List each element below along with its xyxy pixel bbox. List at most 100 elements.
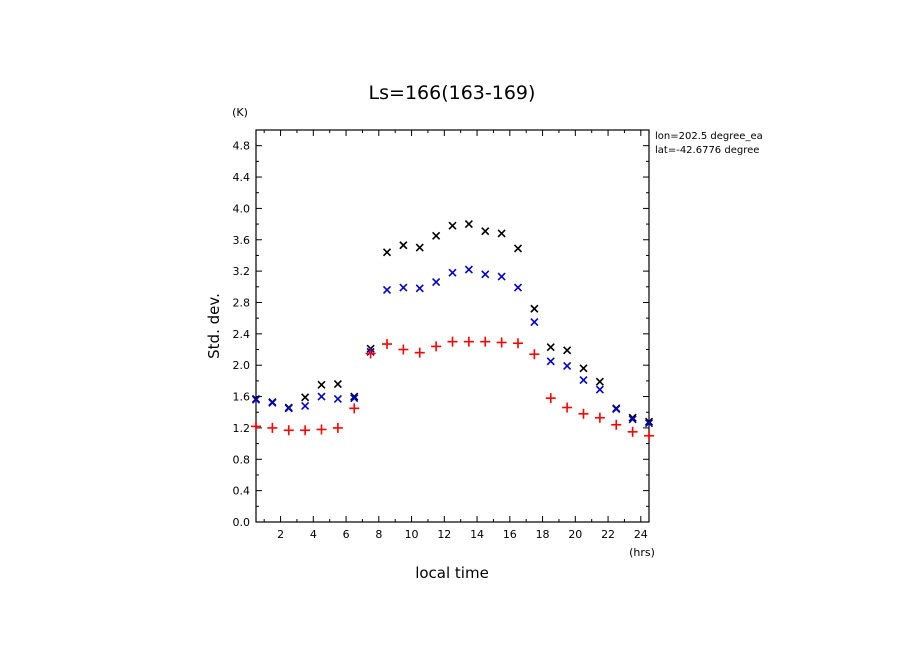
data-point — [497, 272, 506, 281]
x-tick-label: 4 — [310, 528, 317, 541]
data-point — [301, 401, 310, 411]
data-point — [496, 337, 507, 348]
lat-annotation: lat=-42.6776 degree — [655, 145, 759, 156]
marker-stroke — [464, 220, 473, 229]
data-point — [448, 221, 457, 230]
data-point — [464, 265, 473, 274]
marker-stroke — [481, 227, 490, 236]
marker-stroke — [579, 364, 588, 373]
y-tick-label: 0.4 — [233, 485, 251, 498]
marker-stroke — [382, 248, 392, 257]
data-point — [284, 404, 293, 413]
data-point — [480, 336, 491, 347]
x-unit-label: (hrs) — [629, 546, 655, 559]
marker-stroke — [301, 393, 310, 402]
marker-stroke — [284, 404, 293, 413]
data-point — [530, 304, 539, 313]
y-tick-label: 2.8 — [233, 296, 251, 309]
data-point — [382, 248, 392, 257]
y-axis-label: Std. dev. — [205, 293, 223, 359]
data-point — [644, 430, 654, 441]
data-points — [251, 220, 654, 441]
data-point — [481, 227, 490, 236]
data-point — [578, 408, 589, 419]
data-point — [513, 244, 523, 253]
data-point — [447, 336, 458, 347]
x-axis-label: local time — [415, 564, 489, 582]
y-tick-label: 1.6 — [233, 391, 251, 404]
marker-stroke — [448, 268, 457, 277]
lon-annotation: lon=202.5 degree_ea — [655, 131, 763, 142]
marker-stroke — [530, 304, 539, 313]
data-point — [612, 405, 621, 414]
marker-stroke — [546, 357, 555, 366]
marker-stroke — [317, 380, 326, 389]
data-point — [529, 349, 540, 360]
marker-stroke — [432, 278, 441, 287]
data-point — [579, 376, 588, 385]
data-point — [464, 220, 473, 229]
marker-stroke — [628, 413, 637, 422]
marker-stroke — [268, 398, 277, 407]
marker-stroke — [513, 244, 523, 253]
data-point — [333, 394, 342, 403]
data-point — [628, 413, 637, 422]
marker-stroke — [317, 392, 326, 401]
marker-stroke — [382, 285, 392, 295]
marker-stroke — [546, 343, 555, 352]
y-tick-label: 3.2 — [233, 265, 251, 278]
data-point — [481, 270, 490, 279]
data-point — [382, 339, 392, 350]
x-tick-label: 10 — [405, 528, 419, 541]
marker-stroke — [563, 361, 572, 371]
marker-stroke — [399, 241, 408, 250]
y-tick-label: 4.0 — [233, 202, 251, 215]
data-point — [562, 402, 573, 413]
data-point — [545, 393, 556, 404]
data-point — [301, 393, 310, 402]
marker-stroke — [497, 272, 506, 281]
marker-stroke — [628, 415, 637, 424]
y-tick-label: 3.6 — [233, 234, 251, 247]
x-tick-label: 8 — [375, 528, 382, 541]
y-tick-label: 0.8 — [233, 453, 251, 466]
marker-stroke — [399, 283, 408, 292]
data-point — [432, 278, 441, 287]
marker-stroke — [301, 401, 310, 411]
data-point — [267, 422, 278, 433]
x-tick-label: 2 — [277, 528, 284, 541]
marker-stroke — [563, 346, 572, 355]
series-2 — [251, 336, 654, 441]
x-tick-label: 22 — [601, 528, 615, 541]
x-tick-label: 18 — [536, 528, 550, 541]
marker-stroke — [415, 243, 424, 252]
data-point — [300, 425, 311, 436]
marker-stroke — [432, 231, 441, 240]
data-point — [497, 229, 506, 238]
marker-stroke — [415, 284, 424, 293]
data-point — [399, 283, 408, 292]
marker-stroke — [464, 265, 473, 274]
data-point — [546, 343, 555, 352]
marker-stroke — [644, 417, 654, 426]
marker-stroke — [530, 318, 539, 327]
data-point — [349, 403, 360, 414]
data-point — [530, 318, 539, 327]
data-point — [644, 417, 654, 426]
data-point — [415, 284, 424, 293]
data-point — [432, 231, 441, 240]
data-point — [365, 348, 376, 359]
data-point — [579, 364, 588, 373]
data-point — [513, 283, 523, 292]
data-point — [414, 347, 425, 358]
x-tick-label: 14 — [470, 528, 484, 541]
y-tick-label: 2.4 — [233, 328, 251, 341]
marker-stroke — [644, 419, 654, 428]
marker-stroke — [612, 405, 621, 414]
chart-title: Ls=166(163-169) — [369, 82, 536, 104]
data-point — [332, 422, 343, 433]
data-point — [251, 421, 261, 432]
x-tick-label: 20 — [568, 528, 582, 541]
x-tick-label: 24 — [634, 528, 648, 541]
